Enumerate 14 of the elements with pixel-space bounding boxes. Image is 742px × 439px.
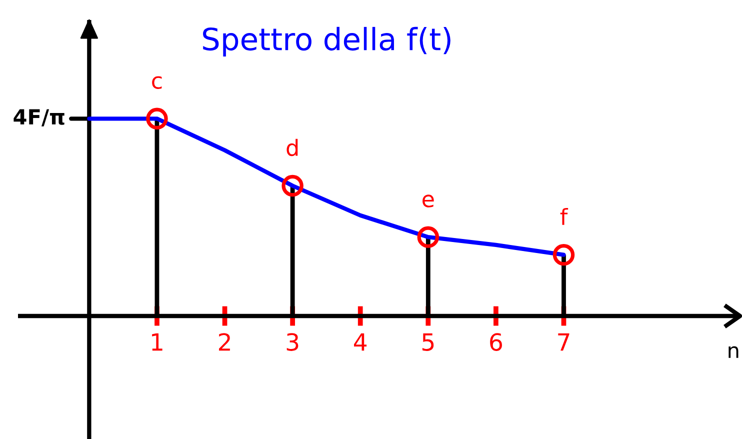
annotation: e <box>422 194 434 208</box>
x-tick-label: 4 <box>354 333 367 351</box>
x-tick-label: 2 <box>218 333 230 351</box>
x-axis-title: n <box>728 346 738 358</box>
x-tick-label: 5 <box>422 333 434 351</box>
x-tick-label: 7 <box>558 333 570 351</box>
x-tick-label: 1 <box>152 333 162 351</box>
x-tick-label: 6 <box>490 333 502 351</box>
annotation: d <box>286 138 298 156</box>
annotation: f <box>560 208 568 225</box>
annotation: c <box>152 76 162 90</box>
chart-title: Spettro della f(t) <box>203 26 450 56</box>
x-tick-label: 3 <box>286 333 298 351</box>
annotation: 4F/π <box>14 109 64 126</box>
